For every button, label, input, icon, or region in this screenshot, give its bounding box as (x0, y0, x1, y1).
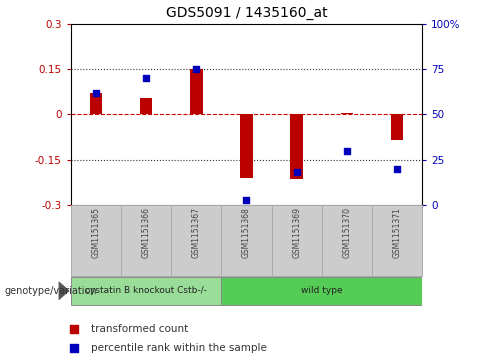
Bar (121, 205, 171, 276)
Text: GSM1151369: GSM1151369 (292, 207, 301, 258)
Text: transformed count: transformed count (91, 324, 188, 334)
Text: GSM1151368: GSM1151368 (242, 207, 251, 258)
Text: GSM1151366: GSM1151366 (142, 207, 151, 258)
Point (92, 90, 100, 95)
Point (293, 170, 301, 175)
Text: cystatin B knockout Cstb-/-: cystatin B knockout Cstb-/- (85, 286, 207, 295)
Bar (190, 69, 203, 114)
Point (339, 236, 346, 241)
Text: GSM1151370: GSM1151370 (342, 207, 351, 258)
Point (393, 166, 401, 172)
Bar (90, 93, 102, 114)
Bar (222, 205, 271, 276)
Point (142, 75, 150, 81)
Bar (71, 277, 222, 305)
Bar (271, 205, 322, 276)
Point (339, 57, 346, 63)
Text: GSM1151365: GSM1151365 (91, 207, 101, 258)
Text: GSM1151367: GSM1151367 (192, 207, 201, 258)
Bar (391, 114, 403, 140)
Bar (240, 114, 253, 178)
Bar (372, 205, 422, 276)
Bar (71, 205, 121, 276)
Polygon shape (59, 282, 69, 300)
Point (192, 66, 200, 72)
Bar (290, 114, 303, 179)
Bar (140, 98, 152, 114)
Text: percentile rank within the sample: percentile rank within the sample (91, 343, 266, 354)
Text: genotype/variation: genotype/variation (5, 286, 98, 297)
Text: GSM1151371: GSM1151371 (392, 207, 402, 258)
Title: GDS5091 / 1435160_at: GDS5091 / 1435160_at (165, 6, 327, 20)
Bar (322, 205, 372, 276)
Bar (222, 277, 422, 305)
Bar (341, 113, 353, 114)
Bar (171, 205, 222, 276)
Point (343, 148, 351, 154)
Point (243, 197, 250, 203)
Text: wild type: wild type (301, 286, 343, 295)
